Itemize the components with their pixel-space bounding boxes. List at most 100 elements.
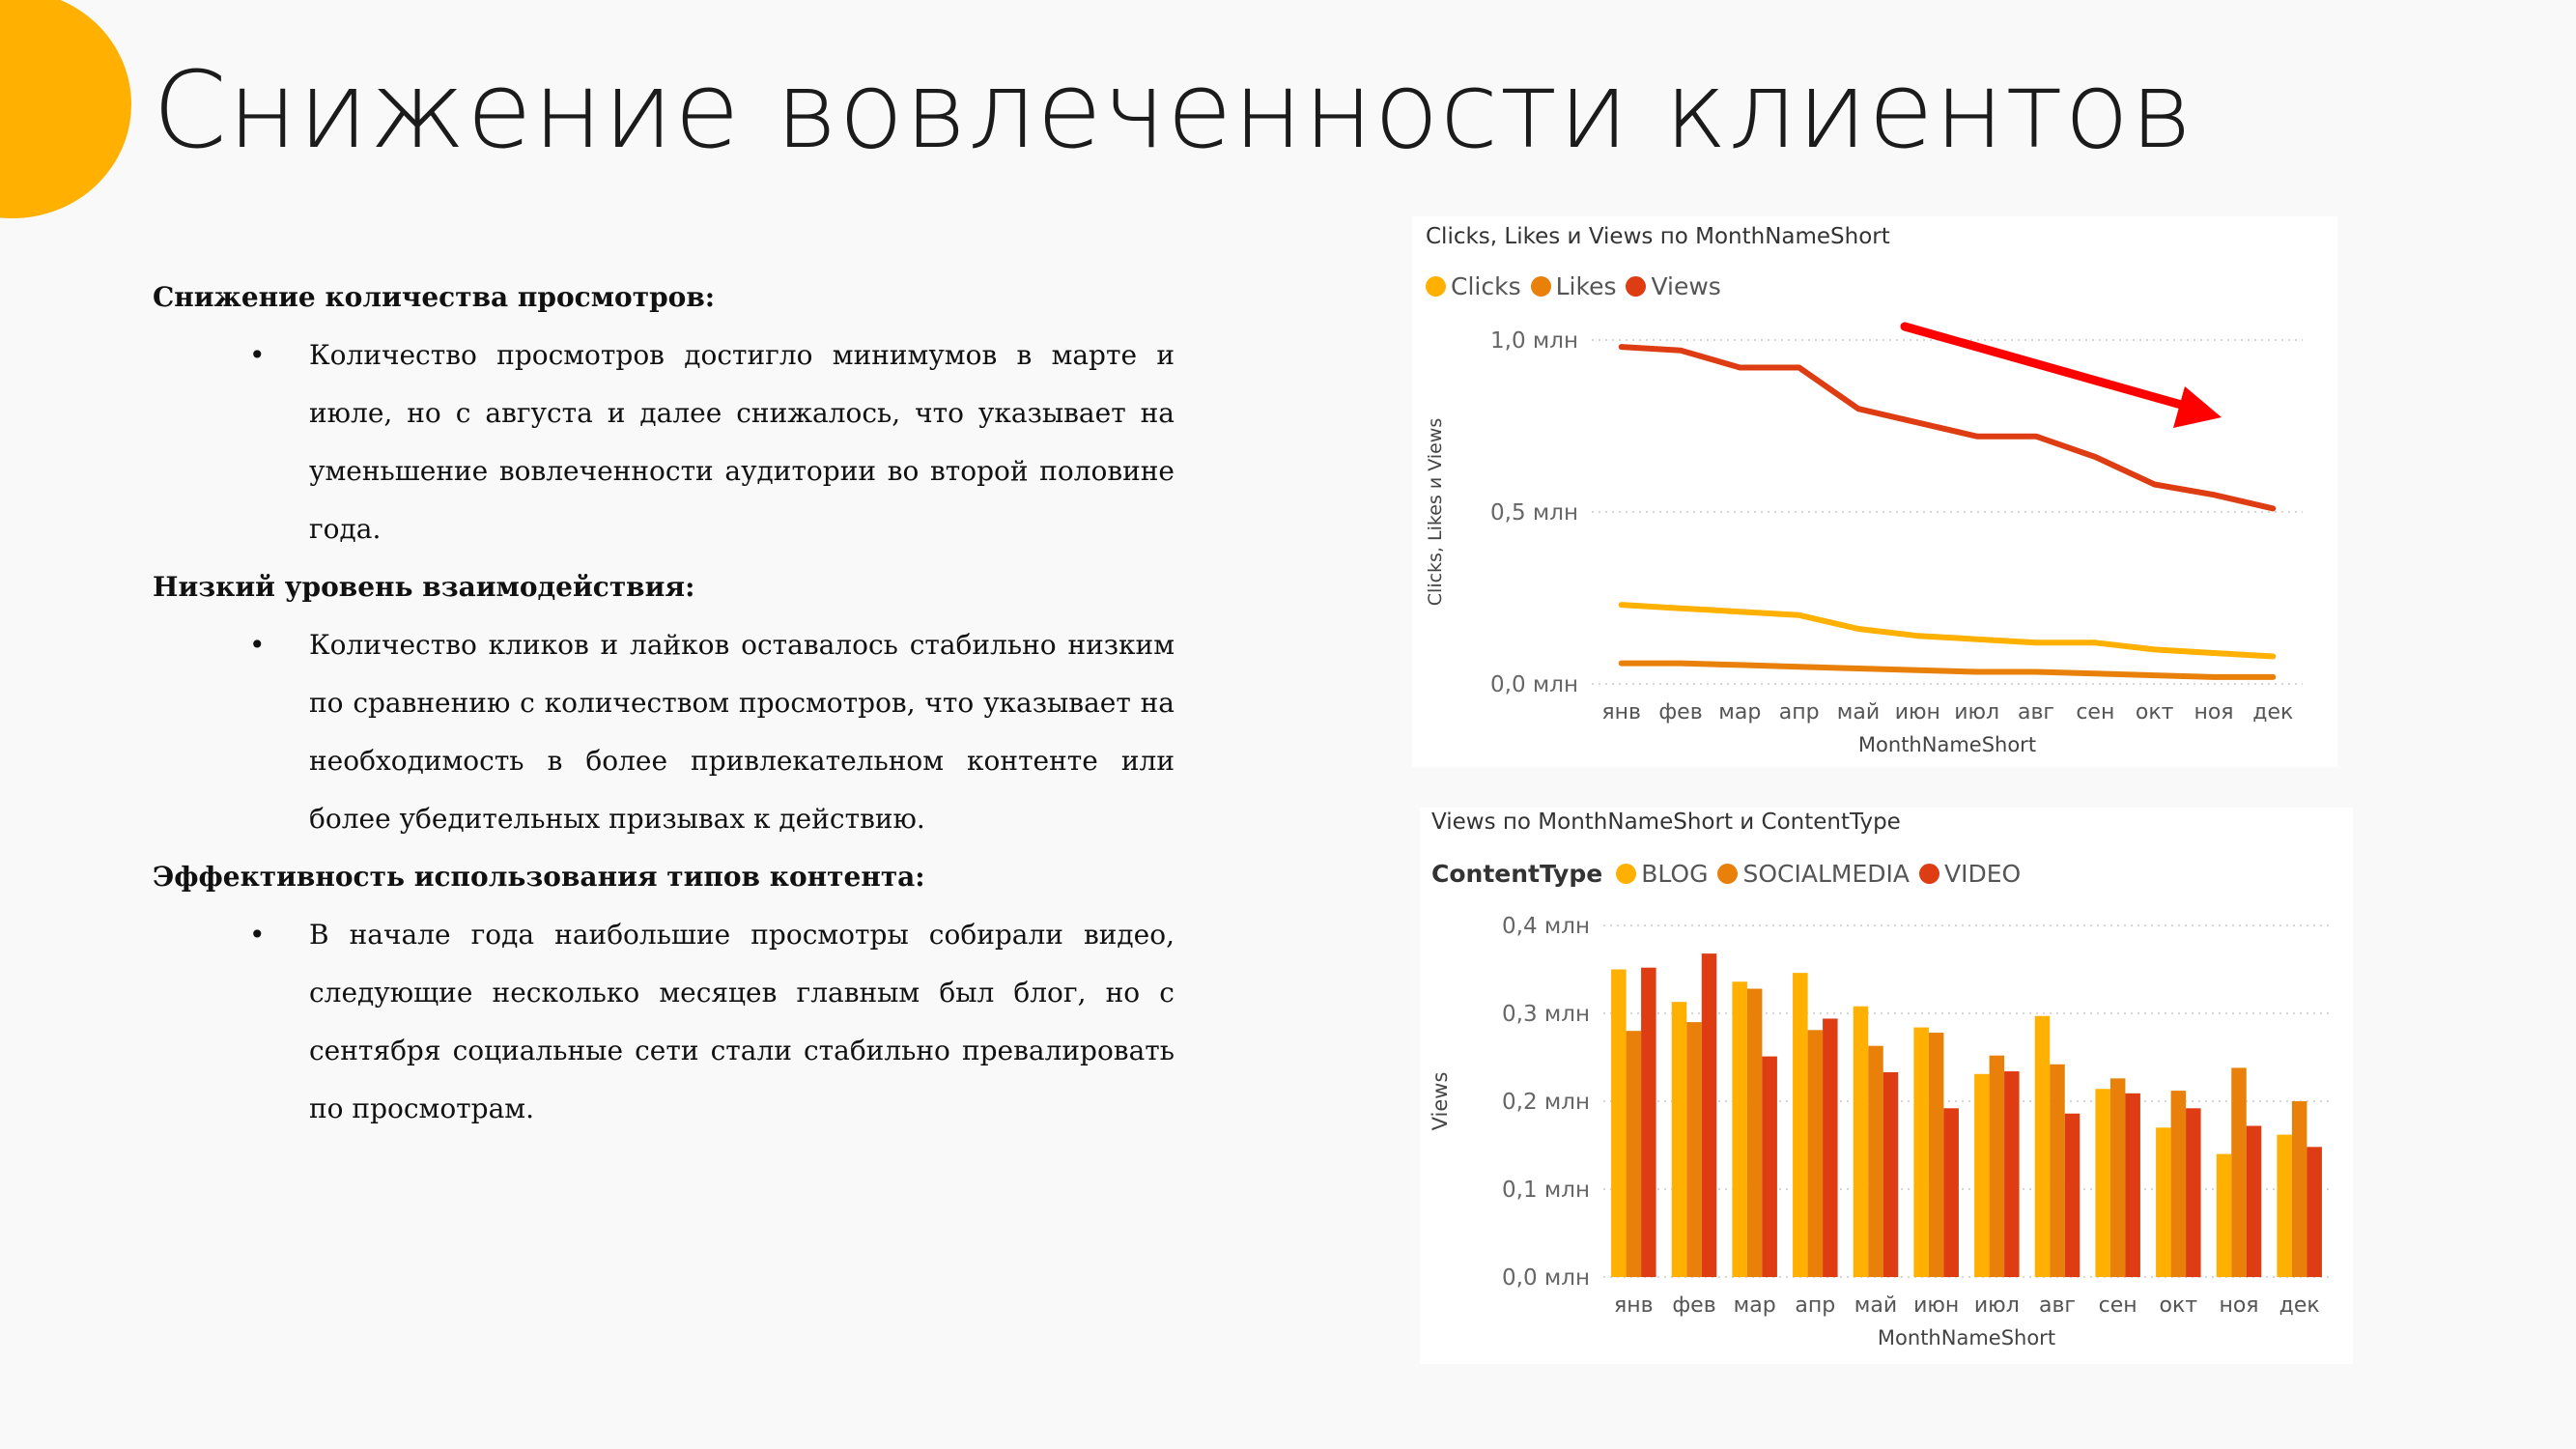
series-line-views — [1618, 344, 2277, 512]
line-chart: 0,0 млн 0,5 млн 1,0 млн янв фев мар апр май июн и… — [1425, 322, 2303, 756]
x-tick-label: мар — [1734, 1293, 1776, 1318]
data-point — [1974, 637, 1980, 642]
chart-legend: Clicks Likes Views — [1426, 272, 1731, 300]
bar-video — [2064, 1113, 2081, 1277]
bullet-dot: • — [249, 629, 266, 661]
y-tick-label: 0,2 млн — [1502, 1090, 1590, 1115]
data-point — [2033, 669, 2039, 675]
data-point — [2211, 674, 2217, 680]
x-tick-label: июн — [1913, 1293, 1959, 1318]
legend-marker — [1717, 864, 1739, 884]
bullet-item: • Количество кликов и лайков оставалось … — [153, 616, 1175, 848]
bar-chart: 0,0 млн 0,1 млн 0,2 млн 0,3 млн 0,4 млн янв фе… — [1429, 914, 2330, 1350]
x-tick-label: фев — [1672, 1293, 1715, 1318]
x-tick-label: окт — [2160, 1293, 2198, 1318]
bar-video — [1701, 953, 1717, 1277]
data-point — [2152, 672, 2158, 678]
bar-blog — [2095, 1089, 2110, 1277]
line-chart-panel: Clicks, Likes и Views по MonthNameShort … — [1412, 216, 2337, 767]
data-point — [2092, 639, 2098, 645]
legend-label: SOCIALMEDIA — [1742, 860, 1910, 888]
bar-socialmedia — [1807, 1030, 1824, 1277]
legend-item: Clicks — [1426, 272, 1521, 300]
data-point — [2211, 650, 2217, 656]
x-tick-label: сен — [2076, 700, 2114, 724]
bar-blog — [2034, 1015, 2051, 1277]
trend-arrow-shaft — [1900, 322, 2203, 414]
x-tick-label: мар — [1718, 700, 1761, 724]
legend-title: ContentType — [1431, 860, 1603, 888]
bar-video — [2246, 1125, 2262, 1277]
bar-socialmedia — [2231, 1067, 2247, 1277]
x-tick-label: янв — [1601, 700, 1641, 724]
data-point — [2092, 454, 2098, 460]
data-point — [1974, 434, 1980, 440]
chart-legend: ContentType BLOG SOCIALMEDIA VIDEO — [1431, 860, 2030, 888]
section-heading: Низкий уровень взаимодействия: — [153, 571, 695, 603]
chart-title: Views по MonthNameShort и ContentType — [1431, 810, 1901, 835]
data-point — [1678, 661, 1684, 667]
accent-circle — [0, 0, 131, 218]
bullet-dot: • — [249, 339, 266, 371]
legend-label: VIDEO — [1943, 860, 2022, 888]
data-point — [1797, 612, 1802, 618]
legend-item: SOCIALMEDIA — [1717, 860, 1910, 888]
y-tick-label: 0,4 млн — [1502, 914, 1590, 939]
legend-marker — [1530, 276, 1551, 297]
bar-video — [1641, 967, 1656, 1277]
data-point — [2033, 639, 2039, 645]
legend-label: Views — [1651, 272, 1721, 300]
bar-socialmedia — [1746, 988, 1763, 1277]
bar-chart-panel: Views по MonthNameShort и ContentType Co… — [1420, 808, 2353, 1364]
page-title: Снижение вовлеченности клиентов — [153, 48, 2194, 172]
x-tick-label: янв — [1614, 1293, 1654, 1318]
legend-marker — [1626, 276, 1647, 297]
series-line-likes — [1618, 660, 2277, 680]
section-heading: Эффективность использования типов контен… — [153, 861, 925, 893]
x-axis-label: MonthNameShort — [1858, 733, 2036, 756]
legend-marker — [1426, 276, 1446, 297]
x-tick-label: ноя — [2219, 1293, 2258, 1318]
data-point — [1737, 609, 1742, 614]
data-point — [1914, 419, 1920, 425]
data-point — [2270, 505, 2276, 511]
bar-blog — [2277, 1134, 2292, 1277]
data-point — [2270, 674, 2276, 680]
data-point — [1855, 666, 1861, 671]
bar-video — [1882, 1071, 1899, 1277]
x-tick-label: май — [1837, 700, 1880, 724]
x-tick-label: ноя — [2194, 700, 2233, 724]
bar-socialmedia — [2291, 1101, 2307, 1277]
bullet-text: Количество кликов и лайков оставалось ст… — [309, 629, 1175, 835]
x-tick-label: апр — [1779, 700, 1820, 724]
data-point — [1619, 602, 1625, 608]
legend-item: Likes — [1530, 272, 1616, 300]
bar-blog — [1611, 969, 1627, 1277]
x-tick-label: окт — [2136, 700, 2174, 724]
data-point — [1855, 626, 1861, 632]
x-tick-label: июн — [1895, 700, 1940, 724]
data-point — [2211, 492, 2217, 497]
x-tick-label: дек — [2279, 1293, 2320, 1318]
bar-socialmedia — [1686, 1022, 1702, 1277]
x-axis-label: MonthNameShort — [1878, 1326, 2055, 1350]
bar-video — [1823, 1018, 1838, 1277]
bar-socialmedia — [1626, 1031, 1642, 1277]
legend-marker — [1918, 864, 1939, 884]
legend-label: BLOG — [1641, 860, 1709, 888]
bar-blog — [1913, 1027, 1929, 1277]
y-tick-label: 0,3 млн — [1502, 1002, 1590, 1027]
data-point — [2033, 434, 2039, 440]
y-tick-label: 1,0 млн — [1490, 328, 1578, 354]
bar-video — [1943, 1108, 1959, 1277]
bar-blog — [1974, 1073, 1990, 1277]
y-tick-label: 0,0 млн — [1502, 1265, 1590, 1291]
bar-video — [2186, 1108, 2201, 1277]
bar-blog — [2216, 1153, 2232, 1277]
bar-blog — [1853, 1006, 1869, 1277]
x-tick-label: авг — [2039, 1293, 2076, 1318]
bar-socialmedia — [1868, 1045, 1883, 1277]
legend-item: BLOG — [1616, 860, 1708, 888]
bullet-item: • В начале года наибольшие просмотры соб… — [153, 906, 1175, 1138]
data-point — [2152, 482, 2158, 488]
